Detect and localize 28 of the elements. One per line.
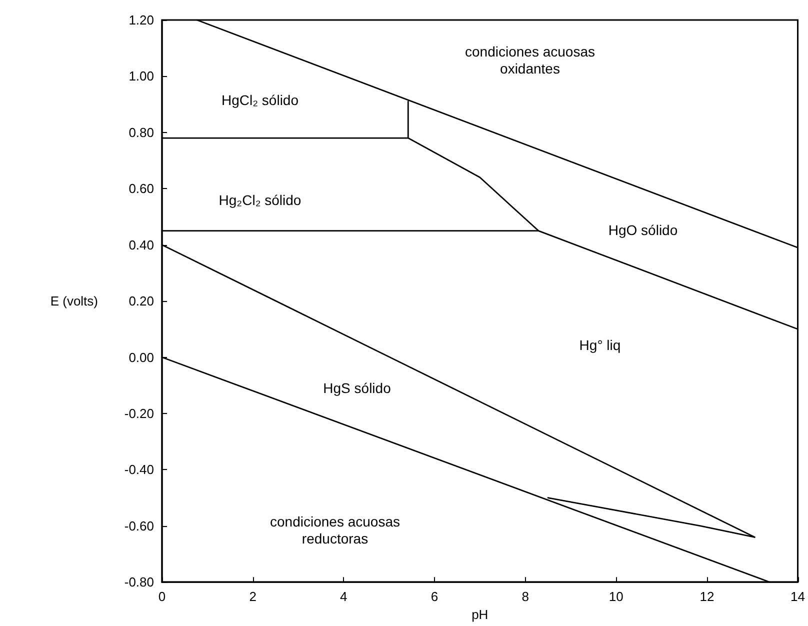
annotation: HgS sólido <box>323 380 392 396</box>
x-tick-label: 8 <box>522 589 529 604</box>
y-tick-label: -0.60 <box>124 518 154 534</box>
x-tick-label: 4 <box>340 589 348 604</box>
x-tick-label: 0 <box>158 589 166 604</box>
y-tick-label: 0.60 <box>128 181 154 196</box>
x-tick-label: 14 <box>790 589 806 604</box>
y-tick-label: -0.80 <box>124 574 154 590</box>
y-tick-label: -0.40 <box>124 462 154 478</box>
x-tick-label: 10 <box>608 589 624 604</box>
y-axis-title: E (volts) <box>50 294 98 309</box>
annotation: HgCl₂ sólido <box>221 92 299 108</box>
annotation: HgO sólido <box>608 222 678 238</box>
x-tick-label: 2 <box>249 589 256 604</box>
x-tick-label: 6 <box>430 589 438 604</box>
y-tick-label: 1.00 <box>128 68 154 84</box>
x-axis-title: pH <box>472 607 488 622</box>
annotation: Hg° liq <box>579 337 621 353</box>
y-tick-label: 0.40 <box>128 237 154 252</box>
y-tick-label: 0.20 <box>128 294 154 309</box>
annotation: Hg₂Cl₂ sólido <box>218 192 302 208</box>
y-tick-label: 0.00 <box>128 350 154 365</box>
annotation: condiciones acuosas oxidantes <box>465 44 595 76</box>
annotation: condiciones acuosas reductoras <box>270 514 400 546</box>
y-tick-label: -0.20 <box>124 406 154 421</box>
x-tick-label: 12 <box>700 589 714 604</box>
y-tick-label: 0.80 <box>128 124 154 140</box>
y-tick-label: 1.20 <box>128 12 154 28</box>
